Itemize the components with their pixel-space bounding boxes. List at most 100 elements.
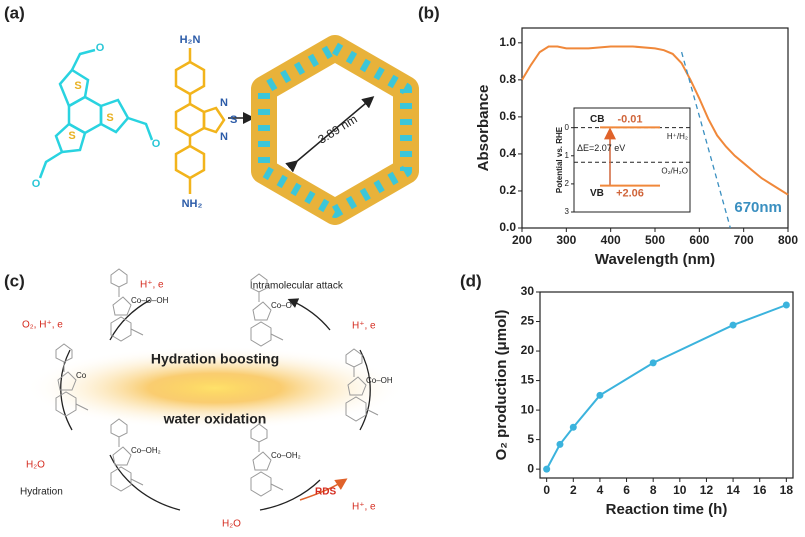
bond (118, 287, 144, 336)
y-tick-label: 5 (527, 432, 534, 446)
band-name: CB (590, 114, 604, 125)
panel-label: (a) (4, 3, 25, 22)
ring (250, 471, 272, 497)
bond (353, 367, 379, 416)
y-tick-label: 0.6 (499, 109, 516, 123)
ring (110, 268, 128, 288)
atom-label: O (96, 42, 105, 54)
x-tick-label: 14 (726, 483, 740, 497)
data-point (782, 301, 790, 309)
amine-label: NH₂ (182, 198, 203, 210)
structure-label: Co–OH₂ (131, 446, 161, 455)
ring (55, 343, 73, 363)
atom-label: S (106, 112, 113, 124)
y-axis-title: O₂ production (μmol) (493, 310, 510, 461)
inset-tick-label: 0 (565, 123, 570, 132)
step-label: Hydration (20, 487, 63, 498)
atom-label: S (230, 114, 237, 126)
x-tick-label: 600 (689, 233, 709, 247)
ring (345, 396, 367, 422)
y-tick-label: 15 (521, 373, 535, 387)
step-label: H⁺, e (352, 321, 376, 332)
band-name: VB (590, 188, 604, 199)
y-tick-label: 0 (527, 461, 534, 475)
bond (258, 292, 284, 341)
plot-frame (539, 291, 794, 479)
panel-label: (b) (418, 3, 440, 22)
y-tick-label: 0.0 (499, 220, 516, 234)
data-point (543, 465, 551, 473)
amine-label: H₂N (180, 34, 201, 46)
structure-label: Co–OH (366, 376, 393, 385)
x-tick-label: 500 (645, 233, 665, 247)
ring (252, 301, 272, 321)
x-tick-label: 800 (778, 233, 798, 247)
structure-label: Co (76, 371, 87, 380)
y-tick-label: 0.8 (499, 72, 516, 86)
x-axis-title: Wavelength (nm) (595, 251, 715, 268)
intermediate (345, 348, 379, 422)
inset-tick-label: 2 (565, 179, 570, 188)
ring (55, 391, 77, 417)
panel-label: (c) (4, 271, 25, 290)
pore-size: 3.89 nm (315, 112, 359, 147)
data-line (521, 45, 789, 196)
x-axis-title: Reaction time (h) (606, 501, 728, 518)
x-tick-label: 18 (780, 483, 794, 497)
ring (347, 376, 367, 396)
data-point (729, 321, 737, 329)
aldehyde-molecule (38, 48, 154, 179)
x-tick-label: 10 (673, 483, 687, 497)
atom-label: S (68, 130, 75, 142)
rds-arrow (299, 478, 348, 501)
y-tick-label: 0.4 (499, 146, 516, 160)
inset-axis-title: Potential vs. RHE (555, 126, 564, 193)
amine-molecule (174, 48, 226, 194)
x-tick-label: 400 (601, 233, 621, 247)
cof-pore (251, 35, 419, 225)
gap-label: ΔE=2.07 eV (577, 143, 625, 153)
y-tick-label: 0.2 (499, 183, 516, 197)
y-axis-title: Absorbance (475, 85, 492, 172)
ring (250, 423, 268, 443)
ring (57, 371, 77, 391)
intermediate (250, 423, 284, 497)
ring (250, 273, 268, 293)
x-tick-label: 16 (753, 483, 767, 497)
ring (110, 418, 128, 438)
annotation: 670nm (734, 199, 782, 216)
step-label: RDS (315, 487, 336, 498)
step-label: H₂O (222, 519, 241, 530)
intermediate (110, 268, 144, 342)
inset-tick-label: 3 (565, 207, 570, 216)
step-label: H⁺, e (352, 502, 376, 513)
structure-label: Co–O (271, 301, 292, 310)
band-value: -0.01 (617, 113, 642, 125)
inset-tick-label: 1 (565, 151, 570, 160)
y-tick-label: 25 (521, 314, 535, 328)
ring (345, 348, 363, 368)
y-tick-label: 10 (521, 402, 535, 416)
x-tick-label: 12 (700, 483, 714, 497)
data-point (556, 440, 564, 448)
redox-label: O₂/H₂O (661, 166, 688, 175)
x-tick-label: 200 (512, 233, 532, 247)
x-tick-label: 6 (623, 483, 630, 497)
x-tick-label: 700 (734, 233, 754, 247)
ring (250, 321, 272, 347)
ring (112, 446, 132, 466)
intermediate (110, 418, 144, 492)
data-line (545, 304, 787, 470)
data-point (569, 423, 577, 431)
tangent-line (680, 51, 731, 229)
x-tick-label: 8 (650, 483, 657, 497)
ring (112, 296, 132, 316)
band-value: +2.06 (616, 187, 644, 199)
center-label: water oxidation (163, 411, 267, 427)
structure-label: Co–OH₂ (271, 451, 301, 460)
step-label: Intramolecular attack (250, 281, 344, 292)
glow (25, 346, 405, 430)
intermediate (55, 343, 89, 417)
y-tick-label: 20 (521, 343, 535, 357)
